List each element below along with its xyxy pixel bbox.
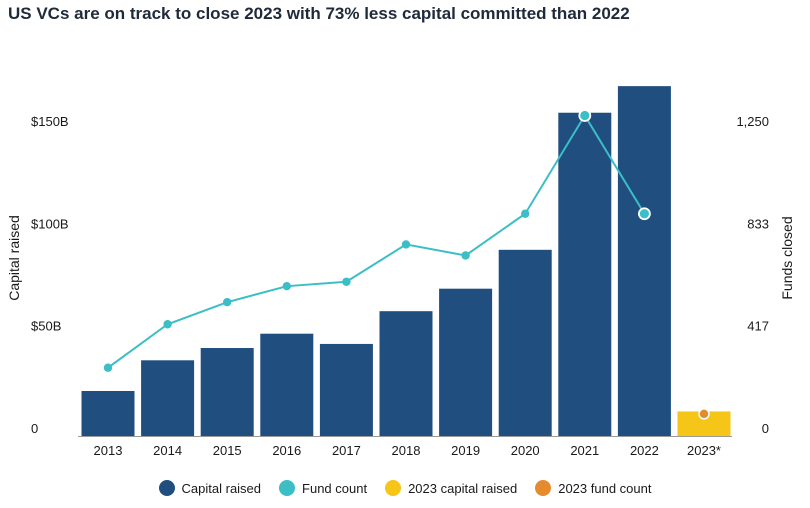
combo-chart: 2013 2014 2015 2016 2017 2018 2019 2020 2021 2022… xyxy=(6,86,795,458)
x-tick-label-2019: 2019 xyxy=(451,443,480,458)
legend-swatch-capital-raised xyxy=(158,480,175,496)
point-fund-count-2014 xyxy=(163,320,172,329)
y-right-tick-label-833: 833 xyxy=(747,216,769,231)
bar-capital-raised-2019 xyxy=(439,288,493,436)
legend-label-2023-capital-raised: 2023 capital raised xyxy=(408,480,518,496)
y-right-tick-label-417: 417 xyxy=(747,319,769,334)
y-left-axis-label: Capital raised xyxy=(6,215,22,301)
legend-swatch-2023-fund-count xyxy=(535,480,552,496)
bar-capital-raised-2021 xyxy=(558,112,612,437)
legend-label-capital-raised: Capital raised xyxy=(181,480,262,496)
bar-capital-raised-2022 xyxy=(617,86,671,436)
legend-item-fund-count: Fund count xyxy=(279,480,367,496)
point-fund-count-2015 xyxy=(223,297,232,307)
point-fund-count-2021 xyxy=(578,109,592,122)
x-tick-label-2015: 2015 xyxy=(213,443,242,458)
x-tick-label-2016: 2016 xyxy=(272,443,301,458)
x-tick-label-2017: 2017 xyxy=(332,443,361,458)
point-fund-count-2022 xyxy=(638,207,651,221)
x-tick-label-2014: 2014 xyxy=(153,443,182,458)
x-tick-label-2020: 2020 xyxy=(511,443,540,458)
x-tick-label-2013: 2013 xyxy=(94,443,123,458)
y-left-tick-label-0: 0 xyxy=(31,421,38,436)
y-left-tick-label-100: $100B xyxy=(31,216,69,231)
legend-swatch-2023-capital-raised xyxy=(385,480,402,496)
legend-label-2023-fund-count: 2023 fund count xyxy=(558,480,652,496)
bar-capital-raised-2013 xyxy=(81,390,135,436)
bar-capital-raised-2016 xyxy=(260,333,314,436)
y-right-tick-label-1250: 1,250 xyxy=(736,114,769,129)
y-right-axis-label: Funds closed xyxy=(779,216,795,299)
legend-label-fund-count: Fund count xyxy=(302,480,368,496)
y-left-tick-label-150: $150B xyxy=(31,114,69,129)
fund-count-line xyxy=(107,113,646,369)
bar-capital-raised-2014 xyxy=(141,360,195,436)
legend-swatch-fund-count xyxy=(279,480,296,496)
legend-item-2023-fund-count: 2023 fund count xyxy=(535,480,651,496)
point-2023-fund-count-2023 xyxy=(698,408,710,420)
point-fund-count-2016 xyxy=(282,281,291,291)
y-left-tick-label-50: $50B xyxy=(31,319,61,334)
legend-item-2023-capital-raised: 2023 capital raised xyxy=(385,480,517,496)
point-fund-count-2013 xyxy=(103,363,113,372)
x-tick-label-2023: 2023* xyxy=(687,443,721,458)
bar-capital-raised-2015 xyxy=(200,348,254,436)
point-fund-count-2018 xyxy=(401,240,411,249)
point-fund-count-2017 xyxy=(342,277,351,286)
legend: Capital raised Fund count 2023 capital r… xyxy=(0,480,810,496)
point-fund-count-2020 xyxy=(521,209,530,218)
point-fund-count-2019 xyxy=(461,251,470,260)
y-right-tick-label-0: 0 xyxy=(762,421,769,436)
bar-capital-raised-2018 xyxy=(379,311,433,436)
legend-item-capital-raised: Capital raised xyxy=(158,480,262,496)
x-tick-label-2021: 2021 xyxy=(570,443,599,458)
bar-capital-raised-2017 xyxy=(319,343,373,436)
chart-title: US VCs are on track to close 2023 with 7… xyxy=(8,4,630,23)
x-tick-label-2022: 2022 xyxy=(630,443,659,458)
bar-capital-raised-2020 xyxy=(498,249,552,436)
x-tick-label-2018: 2018 xyxy=(392,443,421,458)
